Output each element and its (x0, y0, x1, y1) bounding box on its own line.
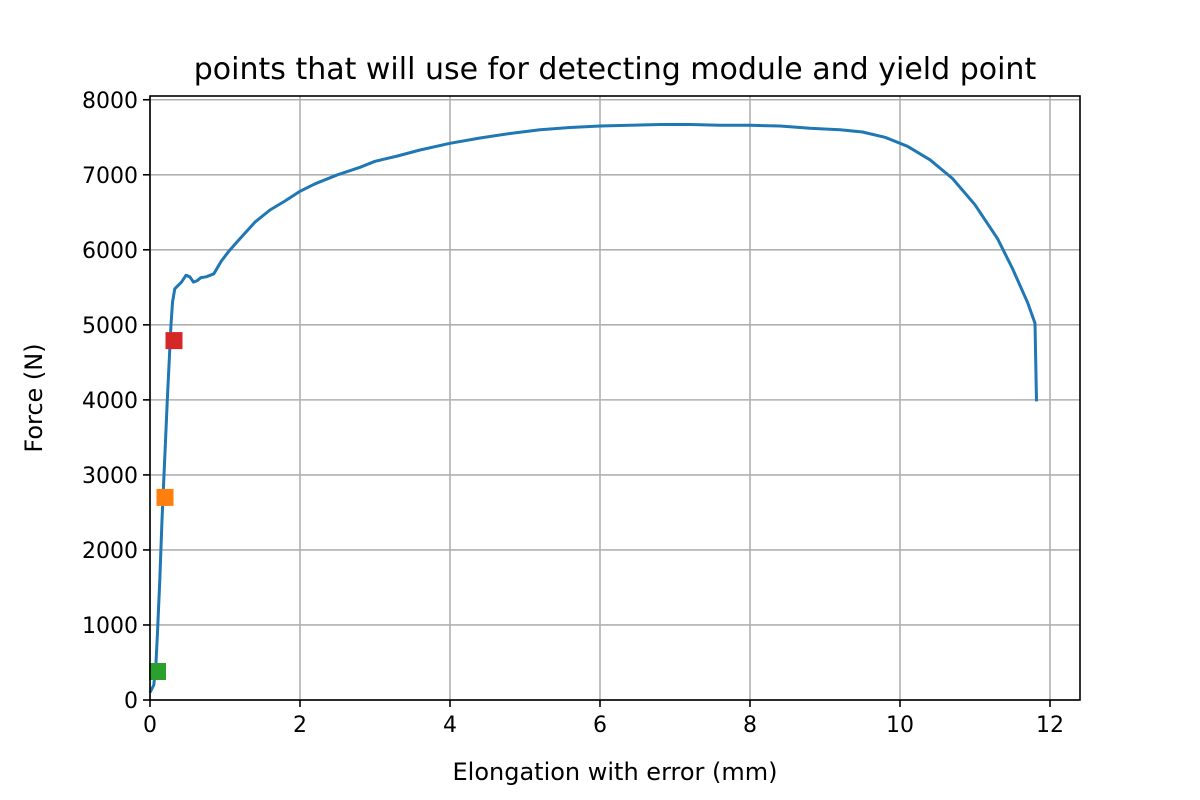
grid (149, 96, 1080, 701)
point-marker (165, 332, 183, 350)
y-tick-label: 1000 (82, 614, 138, 639)
y-tick-label: 5000 (82, 314, 138, 339)
point-marker (156, 488, 174, 506)
y-tick-label: 6000 (82, 239, 138, 264)
x-axis-label: Elongation with error (mm) (452, 758, 777, 786)
x-tick-label: 10 (886, 713, 914, 738)
y-tick-label: 7000 (82, 164, 138, 189)
point-marker (149, 662, 166, 680)
y-tick-label: 8000 (82, 89, 138, 114)
chart-title: points that will use for detecting modul… (194, 52, 1037, 87)
y-tick-label: 3000 (82, 464, 138, 489)
x-tick-label: 0 (143, 713, 157, 738)
force-elongation-line (148, 123, 1038, 694)
y-axis-label: Force (N) (20, 343, 48, 452)
x-tick-label: 8 (743, 713, 757, 738)
y-tick-label: 2000 (82, 539, 138, 564)
x-tick-label: 2 (293, 713, 307, 738)
y-tick-label: 0 (124, 689, 138, 714)
x-tick-label: 4 (443, 713, 457, 738)
x-tick-label: 6 (593, 713, 607, 738)
plot-area (148, 123, 1038, 694)
x-tick-label: 12 (1036, 713, 1064, 738)
plot-frame (149, 95, 1081, 701)
axis-ticks: 0 2 4 6 8 10 12 0 1000 2000 3000 4000 5000 6000 7000 80… (82, 89, 1064, 738)
y-tick-label: 4000 (82, 389, 138, 414)
